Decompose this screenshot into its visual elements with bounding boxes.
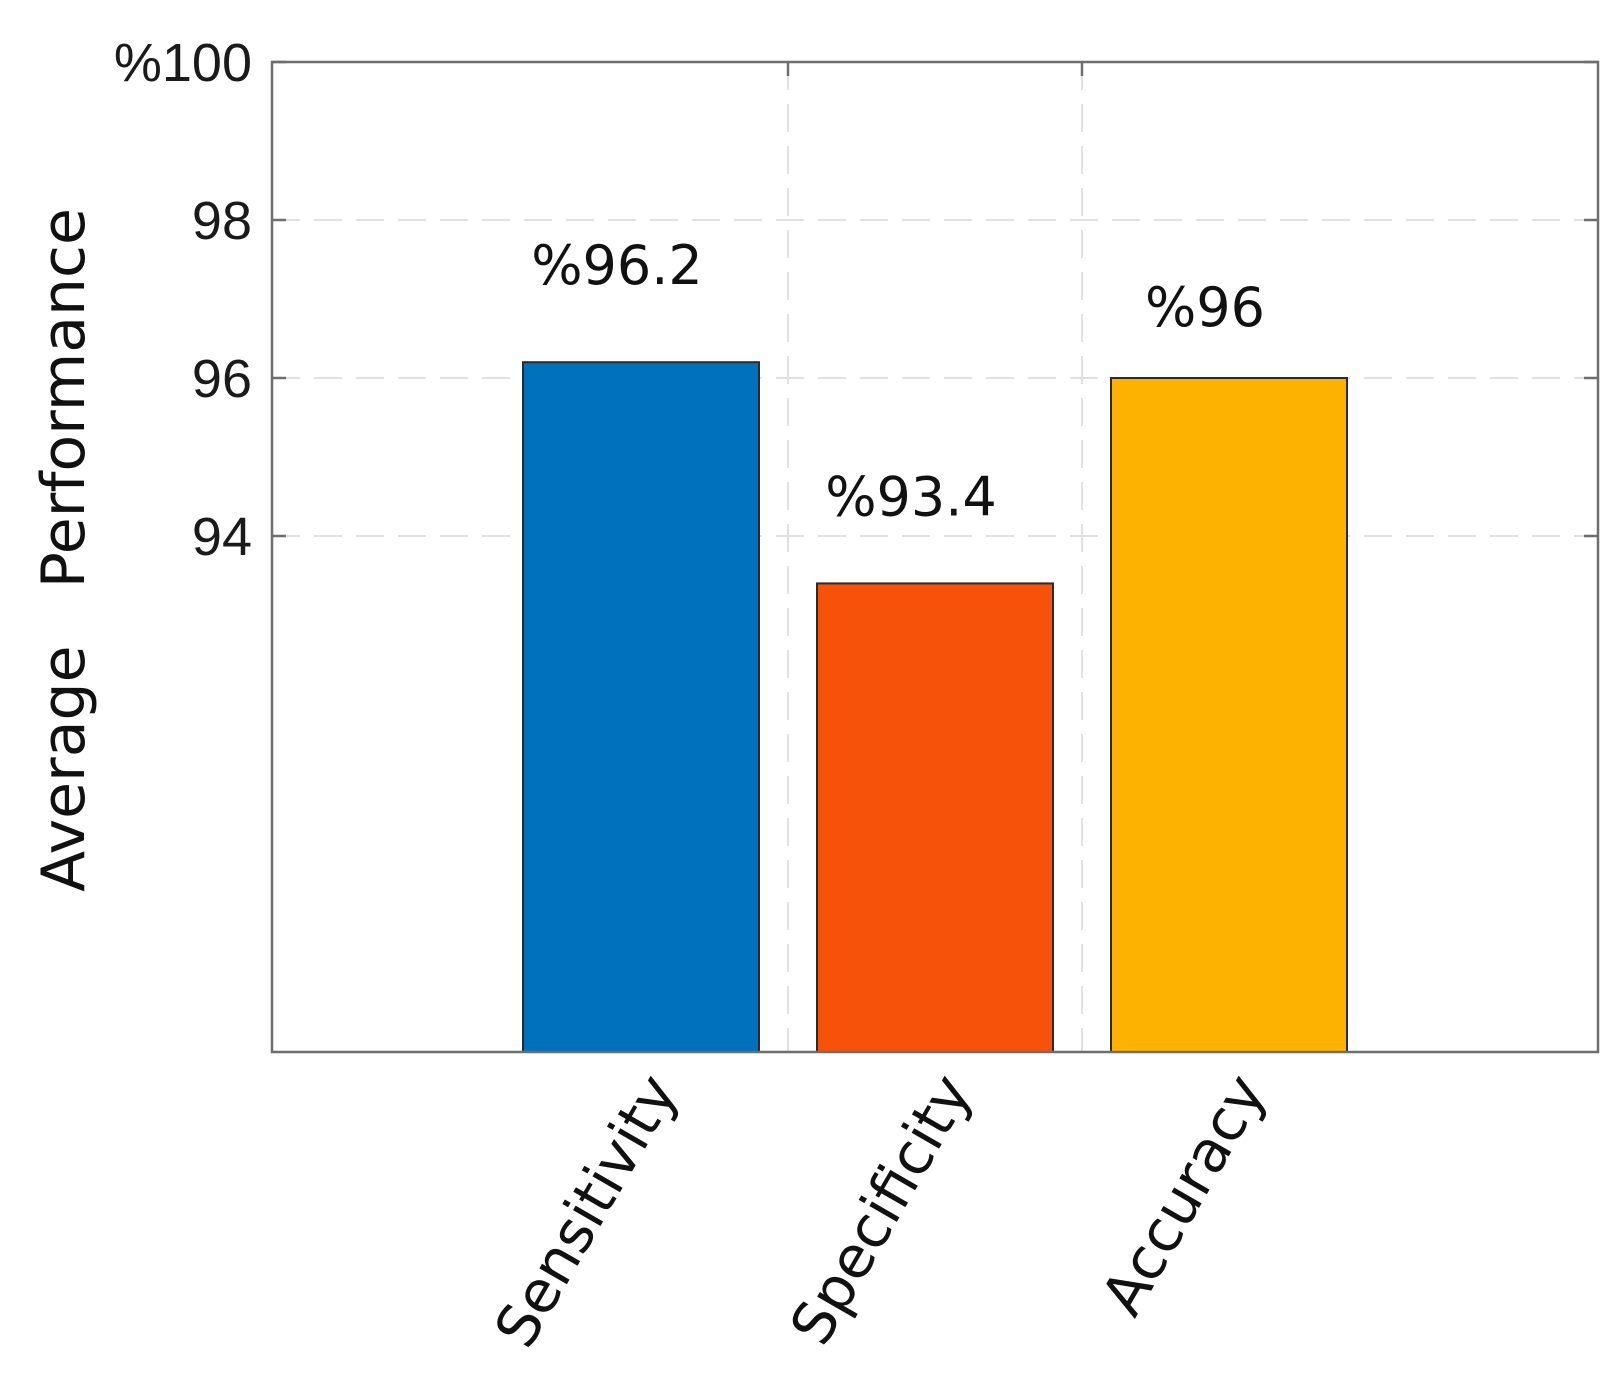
value-label-specificity: %93.4 bbox=[825, 465, 997, 528]
y-tick-label: 98 bbox=[192, 191, 252, 251]
category-labels: Sensitivity Specificity Accuracy bbox=[481, 1063, 1279, 1358]
category-label-sensitivity: Sensitivity bbox=[481, 1063, 691, 1358]
grid-layer bbox=[272, 62, 1598, 1052]
value-label-accuracy: %96 bbox=[1145, 276, 1265, 339]
plot-frame bbox=[270, 60, 1600, 1054]
y-tick-label: 96 bbox=[192, 349, 252, 409]
category-label-accuracy: Accuracy bbox=[1088, 1063, 1279, 1326]
bar-sensitivity bbox=[522, 361, 760, 1053]
bar-accuracy bbox=[1110, 377, 1348, 1053]
y-ticks: 94 96 98 %100 bbox=[114, 33, 1598, 567]
y-tick-label: %100 bbox=[114, 33, 252, 93]
y-tick-label: 94 bbox=[192, 507, 252, 567]
bars-layer bbox=[522, 361, 1348, 1054]
bar-specificity bbox=[816, 582, 1054, 1054]
y-axis-label: Average Performance bbox=[29, 208, 99, 892]
category-label-specificity: Specificity bbox=[777, 1063, 985, 1356]
data-labels: %96.2 %93.4 %96 bbox=[531, 234, 1265, 528]
value-label-sensitivity: %96.2 bbox=[531, 234, 703, 297]
